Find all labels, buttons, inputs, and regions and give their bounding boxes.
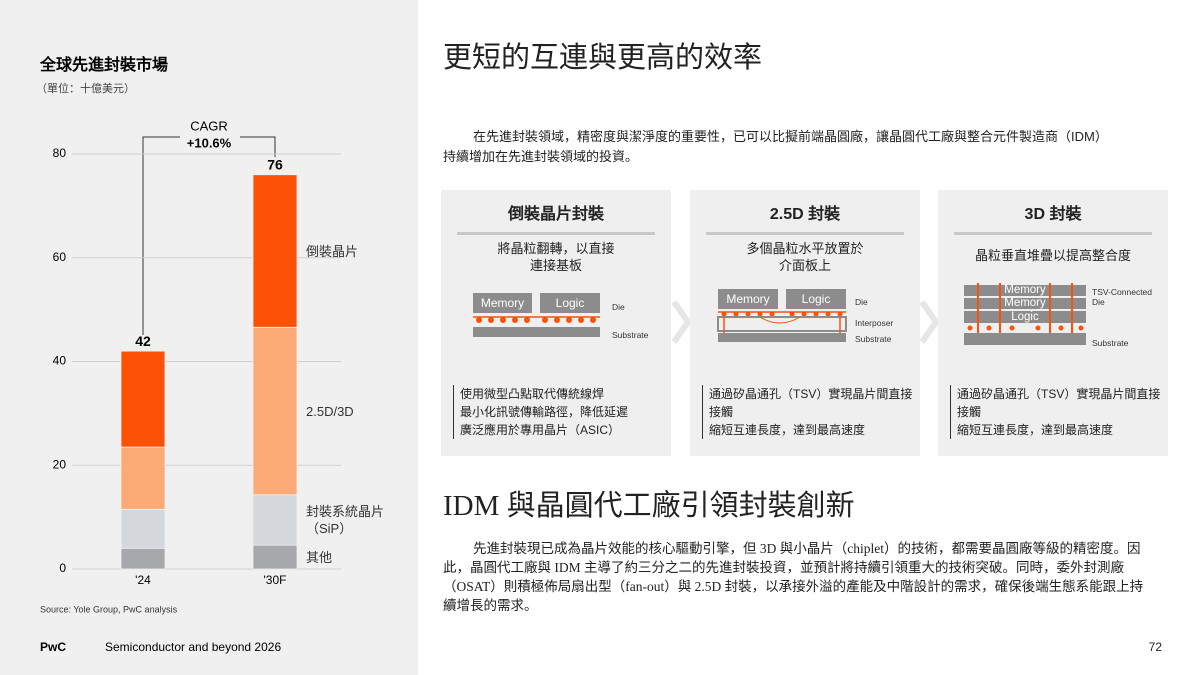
page-number: 72 xyxy=(1148,640,1162,654)
die-label: Logic xyxy=(1011,311,1039,323)
die-label: Logic xyxy=(801,292,831,306)
legend-entry: 封裝系統晶片（SiP） xyxy=(306,503,385,536)
page-title: 更短的互連與更高的效率 xyxy=(443,42,763,74)
card-title: 2.5D 封裝 xyxy=(706,200,904,235)
bar-segment xyxy=(120,508,166,549)
chart-subtitle: （單位：十億美元） xyxy=(36,81,135,95)
cagr-bracket xyxy=(142,136,180,335)
total-label: 42 xyxy=(135,333,151,349)
bullet: 廣泛應用於專用晶片（ASIC） xyxy=(453,421,665,439)
bullet-list: 通過矽晶通孔（TSV）實現晶片間直接接觸 縮短互連長度，達到最高速度 xyxy=(702,385,914,439)
card-title: 3D 封裝 xyxy=(954,200,1152,235)
y-tick-label: 0 xyxy=(59,561,66,575)
die-label: Memory xyxy=(1004,297,1046,309)
die-label: Logic xyxy=(555,296,585,310)
total-label: 76 xyxy=(267,156,283,172)
bullet-list: 使用微型凸點取代傳統線焊 最小化訊號傳輸路徑，降低延遲 廣泛應用於專用晶片（AS… xyxy=(453,385,665,439)
bar-segment xyxy=(252,326,298,496)
cagr-value: +10.6% xyxy=(187,135,232,150)
legend: 其他 封裝系統晶片（SiP） 2.5D/3D 倒裝晶片 xyxy=(0,0,418,675)
y-tick-label: 60 xyxy=(53,250,67,264)
bullet: 縮短互連長度，達到最高速度 xyxy=(950,421,1162,439)
source: Source: Yole Group, PwC analysis xyxy=(40,604,178,614)
chart-title: 全球先進封裝市場 xyxy=(39,55,168,74)
card: 3D 封裝 晶粒垂直堆疊以提高整合度 Memory Memory Logic T… xyxy=(938,190,1168,456)
legend-entry: 2.5D/3D xyxy=(306,403,354,419)
bullet: 通過矽晶通孔（TSV）實現晶片間直接接觸 xyxy=(702,385,914,421)
y-tick-label: 20 xyxy=(53,457,67,471)
intro: 在先進封裝領域，精密度與潔淨度的重要性，已可以比擬前端晶圓廠，讓晶圓代工廠與整合… xyxy=(443,129,1108,164)
bar-segment xyxy=(252,174,298,328)
card-subtitle: 介面板上 xyxy=(778,258,831,273)
die-label: Memory xyxy=(1004,284,1046,296)
brand: PwC xyxy=(40,640,66,654)
diagram-label: Die xyxy=(612,302,625,312)
y-tick-label: 40 xyxy=(53,354,67,368)
card-title: 倒裝晶片封裝 xyxy=(457,200,655,235)
bullet: 通過矽晶通孔（TSV）實現晶片間直接接觸 xyxy=(950,385,1162,421)
arrow xyxy=(671,300,692,344)
section-body: 先進封裝現已成為晶片效能的核心驅動引擎，但 3D 與小晶片（chiplet）的技… xyxy=(443,541,1144,613)
diagram xyxy=(964,283,1086,345)
diagram-label: Substrate xyxy=(855,334,892,344)
cagr-bracket xyxy=(240,136,276,157)
chart-panel: 全球先進封裝市場 （單位：十億美元） CAGR +10.6% Source: Y… xyxy=(0,0,418,675)
card: 2.5D 封裝 多個晶粒水平放置於 介面板上 Memory Logic Die … xyxy=(690,190,920,456)
x-tick-label: '30F xyxy=(264,573,287,587)
legend-entry: 其他 xyxy=(306,549,333,565)
card-subtitle: 多個晶粒水平放置於 xyxy=(746,241,864,256)
diagram xyxy=(473,293,600,337)
arrow xyxy=(919,300,940,344)
die-label: Memory xyxy=(726,292,770,306)
diagram-label: Substrate xyxy=(1092,338,1129,348)
card: 倒裝晶片封裝 將晶粒翻轉，以直接 連接基板 Memory Logic Die S… xyxy=(441,190,671,456)
diagram-label: Die xyxy=(855,297,868,307)
card-subtitle: 連接基板 xyxy=(529,258,582,273)
bar-segment xyxy=(120,446,166,510)
bullet-list: 通過矽晶通孔（TSV）實現晶片間直接接觸 縮短互連長度，達到最高速度 xyxy=(950,385,1162,439)
diagram xyxy=(717,289,847,342)
y-tick-label: 80 xyxy=(53,146,67,160)
card-subtitle: 晶粒垂直堆疊以提高整合度 xyxy=(974,248,1131,263)
cagr-label: CAGR xyxy=(190,118,228,133)
die-label: Memory xyxy=(480,296,525,310)
diagram-label: Substrate xyxy=(612,330,649,340)
bullet: 最小化訊號傳輸路徑，降低延遲 xyxy=(453,403,665,421)
x-tick-label: '24 xyxy=(135,573,151,587)
bullet: 縮短互連長度，達到最高速度 xyxy=(702,421,914,439)
section-title: IDM 與晶圓代工廠引領封裝創新 xyxy=(443,490,855,522)
legend-entry: 倒裝晶片 xyxy=(306,243,359,259)
bullet: 使用微型凸點取代傳統線焊 xyxy=(453,385,665,403)
chart: 全球先進封裝市場 （單位：十億美元） CAGR +10.6% Source: Y… xyxy=(36,55,341,654)
bar-segment xyxy=(120,350,166,448)
card-subtitle: 將晶粒翻轉，以直接 xyxy=(497,241,615,256)
diagram-label: Interposer xyxy=(855,318,894,328)
publication: Semiconductor and beyond 2026 xyxy=(105,640,281,654)
diagram-label: TSV-Connected Die xyxy=(1092,287,1153,307)
